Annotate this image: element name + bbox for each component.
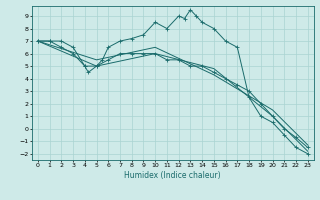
X-axis label: Humidex (Indice chaleur): Humidex (Indice chaleur) <box>124 171 221 180</box>
